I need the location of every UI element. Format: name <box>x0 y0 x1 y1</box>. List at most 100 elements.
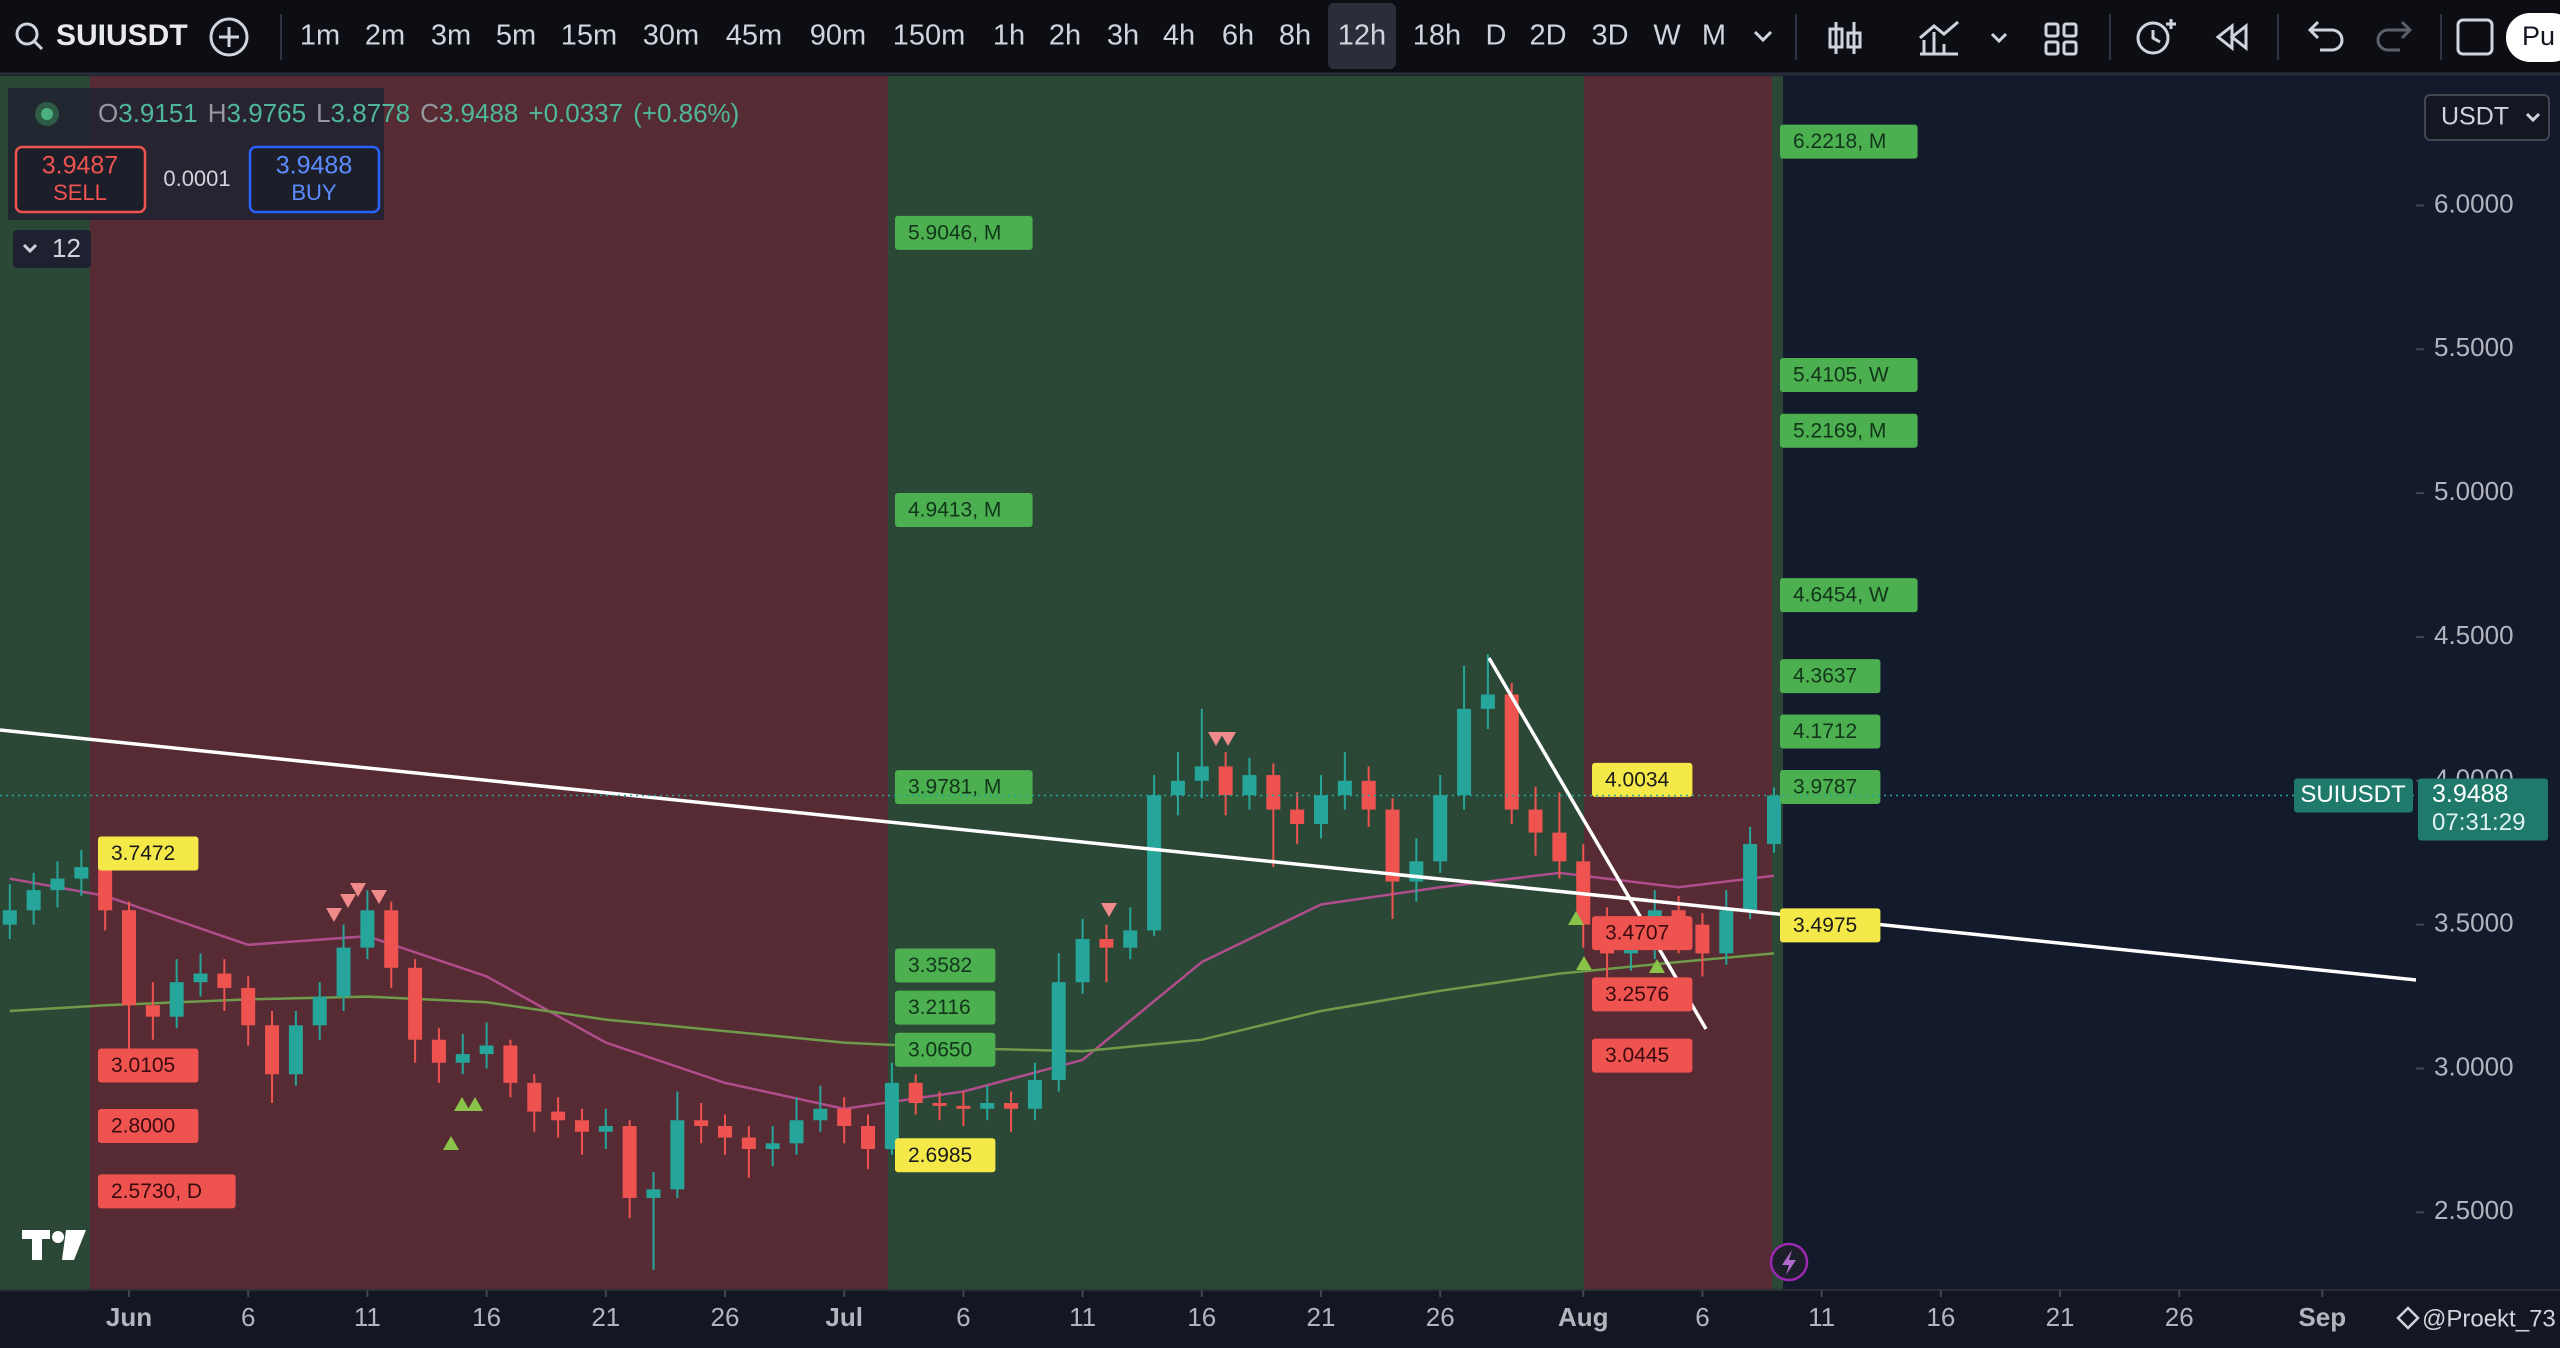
interval-button[interactable]: 5m <box>496 20 536 52</box>
sell-price: 3.9487 <box>42 152 118 180</box>
signal-down <box>350 883 366 897</box>
layout-icon-part <box>2044 40 2060 56</box>
logo-part <box>52 1231 64 1243</box>
replay-icon[interactable] <box>2215 22 2248 52</box>
interval-button[interactable]: 3D <box>1591 20 1628 52</box>
candle-body <box>1766 795 1781 845</box>
candle-body <box>384 910 399 968</box>
interval-button[interactable]: M <box>1702 20 1726 52</box>
candle-type-icon[interactable] <box>1834 22 1856 54</box>
candle-body <box>122 910 136 1006</box>
x-tick-label: 21 <box>1307 1302 1336 1332</box>
candle-body <box>1027 1079 1042 1109</box>
interval-button[interactable]: 3h <box>1107 20 1139 52</box>
interval-button[interactable]: 90m <box>810 20 866 52</box>
x-tick-label: Aug <box>1558 1302 1609 1332</box>
candle-body <box>1051 982 1066 1080</box>
candle-body <box>288 1025 303 1075</box>
layout-icon-part <box>2062 40 2078 56</box>
candle-body <box>1194 766 1209 781</box>
session-zone-red <box>1584 76 1783 1290</box>
candle-body <box>1480 694 1495 709</box>
publish-button[interactable] <box>2506 13 2560 62</box>
toolbar <box>0 0 2560 73</box>
candle-body <box>694 1120 709 1127</box>
currency-dropdown[interactable] <box>2424 94 2550 141</box>
search-icon[interactable] <box>15 22 39 46</box>
signal-up <box>454 1097 470 1111</box>
undo-icon[interactable] <box>2307 20 2344 52</box>
trend-line[interactable] <box>1487 657 1708 1030</box>
level-label: 3.4707 <box>1605 922 1669 945</box>
candle-body <box>431 1039 446 1063</box>
logo-part <box>62 1230 86 1260</box>
interval-button[interactable]: 45m <box>726 20 782 52</box>
interval-bar: 1m 2m 3m 5m 15m 30m 45m 90m 150m 1h 2h 3h 4h 6h 8h 12h 1… <box>300 3 1726 69</box>
level-tag <box>1592 762 1693 797</box>
candle-body <box>1528 809 1543 833</box>
level-label: 4.9413, M <box>908 499 1001 522</box>
alert-icon[interactable] <box>2136 21 2170 55</box>
level-label: 6.2218, M <box>1793 130 1886 153</box>
search-icon-handle <box>32 39 44 51</box>
interval-button[interactable]: 12h <box>1338 20 1386 52</box>
indicators-chevron[interactable] <box>1990 32 2008 44</box>
symbol[interactable]: SUIUSDT <box>56 19 188 52</box>
trend-line[interactable] <box>0 728 2417 982</box>
interval-button[interactable]: D <box>1486 20 1507 52</box>
level-tag <box>1780 413 1918 448</box>
change: +0.0337 <box>528 98 623 128</box>
layout-icon[interactable] <box>2044 22 2060 38</box>
level-label: 5.9046, M <box>908 221 1001 244</box>
interval-button[interactable]: 1h <box>993 20 1025 52</box>
buy-button[interactable] <box>248 145 381 214</box>
sell-button[interactable] <box>14 145 147 214</box>
level-tag <box>895 493 1033 528</box>
buy-label: BUY <box>291 180 337 205</box>
interval-button[interactable]: 3m <box>431 20 471 52</box>
price-tag <box>2418 778 2548 841</box>
ohlc-value: 3.8778 <box>331 98 411 128</box>
compare-button[interactable] <box>209 17 249 57</box>
interval-button[interactable]: W <box>1653 20 1681 52</box>
candle-body <box>1099 939 1114 948</box>
level-tag <box>1780 908 1881 943</box>
redo-icon[interactable] <box>2376 20 2413 52</box>
sell-signals <box>326 732 1236 922</box>
level-label: 3.0650 <box>908 1038 972 1061</box>
x-tick-label: 11 <box>354 1302 381 1332</box>
interval-button[interactable]: 15m <box>561 20 617 52</box>
indicators-toggle[interactable] <box>13 230 91 268</box>
interval-button[interactable]: 4h <box>1163 20 1195 52</box>
x-tick-label: 26 <box>711 1302 740 1332</box>
interval-button[interactable]: 18h <box>1413 20 1461 52</box>
candle-body <box>1123 930 1138 948</box>
interval-button[interactable]: 2h <box>1049 20 1081 52</box>
buy-signals <box>443 911 1665 1150</box>
x-tick-label: 16 <box>472 1302 501 1332</box>
interval-button[interactable]: 1m <box>300 20 340 52</box>
interval-button[interactable]: 8h <box>1279 20 1311 52</box>
level-tag <box>895 948 996 983</box>
candle-type-icon-body <box>1828 27 1844 49</box>
time-axis <box>0 1290 2560 1348</box>
level-label: 5.2169, M <box>1793 419 1886 442</box>
fullscreen-icon[interactable] <box>2456 18 2494 56</box>
signal-down <box>371 890 387 904</box>
signal-up <box>1649 959 1665 973</box>
candle-body <box>26 890 41 911</box>
indicators-icon[interactable] <box>1919 20 1959 56</box>
interval-button[interactable]: 30m <box>643 20 699 52</box>
ohlc-value: 3.9765 <box>227 98 307 128</box>
interval-button[interactable]: 2m <box>365 20 405 52</box>
candle-body <box>169 982 184 1017</box>
interval-chevron[interactable] <box>1753 30 1773 43</box>
toolbar-icons <box>1828 18 2494 56</box>
interval-button[interactable]: 150m <box>893 20 966 52</box>
interval-button[interactable]: 6h <box>1222 20 1254 52</box>
candle-body <box>145 1005 160 1017</box>
candle-body <box>455 1054 470 1063</box>
interval-button[interactable]: 2D <box>1529 20 1566 52</box>
